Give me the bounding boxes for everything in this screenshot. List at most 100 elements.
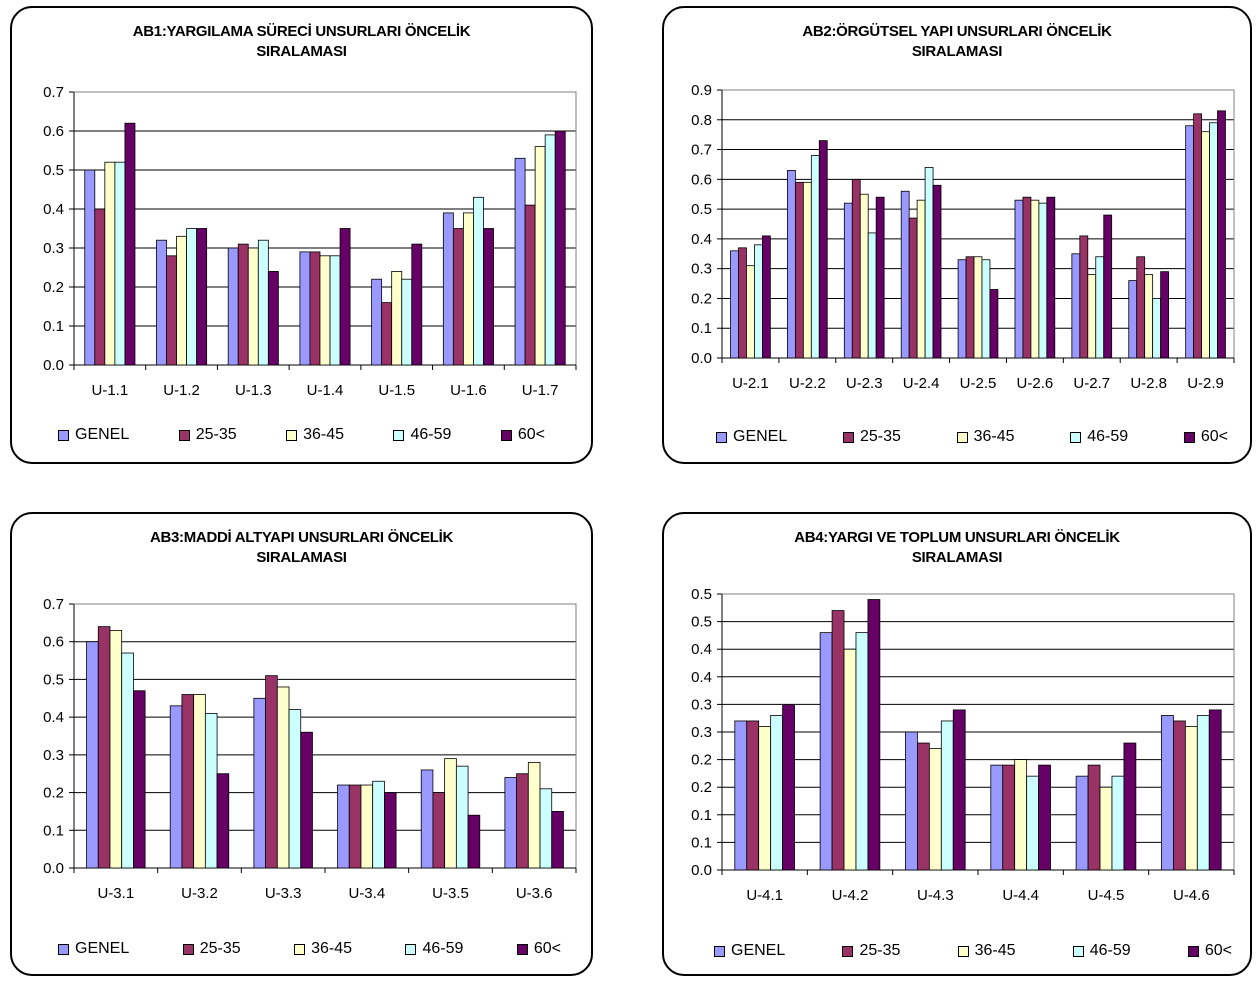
bar	[463, 212, 474, 366]
y-tick-label: 0.5	[691, 201, 712, 218]
legend-label: 46-59	[410, 426, 452, 443]
bar	[1095, 256, 1105, 359]
chart-legend: GENEL 25-35 36-45 46-59 60<	[12, 426, 591, 444]
legend-swatch	[714, 945, 725, 957]
bar	[1161, 715, 1174, 871]
bar	[483, 228, 494, 366]
legend-label: 46-59	[1089, 942, 1131, 959]
legend-swatch	[58, 943, 69, 955]
legend-item: 25-35	[178, 426, 237, 444]
legend-item: 25-35	[842, 428, 901, 446]
legend-label: GENEL	[733, 428, 788, 445]
bar	[794, 181, 804, 359]
bar	[216, 773, 230, 869]
x-tick-label: U-2.5	[960, 375, 997, 392]
bar	[94, 208, 106, 366]
y-tick-label: 0.1	[691, 807, 712, 824]
bar	[539, 788, 553, 869]
chart-plot: 0.0 0.1 0.1 0.2 0.2 0.3 0.3 0.4 0.4 0.5 0.5 U-4.1 U-…	[691, 586, 1235, 904]
bar	[867, 599, 881, 871]
x-tick-label: U-1.5	[378, 382, 415, 399]
bar	[770, 715, 783, 871]
y-tick-label: 0.3	[691, 724, 712, 741]
chart-panel-ab3: AB3:MADDİ ALTYAPI UNSURLARI ÖNCELİK SIRA…	[10, 512, 593, 976]
y-tick-label: 0.6	[43, 634, 64, 651]
legend-item: 36-45	[956, 428, 1015, 446]
bar	[247, 247, 259, 366]
bar	[1196, 715, 1210, 871]
bar	[924, 167, 934, 359]
bar	[859, 193, 869, 359]
bar	[452, 228, 464, 366]
chart-title-line1: AB3:MADDİ ALTYAPI UNSURLARI ÖNCELİK	[149, 529, 454, 546]
bar	[989, 289, 999, 359]
x-tick-label: U-2.4	[903, 375, 940, 392]
bar	[831, 610, 845, 871]
legend-item: 46-59	[393, 426, 451, 444]
x-tick-label: U-2.9	[1187, 375, 1224, 392]
bar	[1128, 280, 1138, 359]
bar	[121, 652, 134, 869]
legend-swatch	[178, 429, 190, 441]
x-tick-label: U-3.5	[432, 885, 469, 902]
y-tick-label: 0.4	[691, 231, 712, 248]
x-tick-label: U-1.2	[163, 382, 200, 399]
bar	[819, 632, 833, 871]
y-tick-label: 0.0	[43, 860, 64, 877]
y-tick-label: 0.2	[43, 279, 64, 296]
x-tick-label: U-4.5	[1088, 887, 1125, 904]
bar	[916, 199, 926, 359]
x-tick-label: U-3.6	[516, 885, 553, 902]
x-tick-label: U-3.3	[265, 885, 302, 902]
bar	[227, 247, 239, 366]
bar	[782, 703, 795, 871]
legend-item: 36-45	[294, 940, 352, 958]
bar	[384, 792, 397, 869]
bar	[420, 769, 434, 869]
y-tick-label: 0.7	[43, 596, 64, 613]
legend-label: 25-35	[859, 942, 901, 959]
bar	[391, 270, 403, 366]
bar	[810, 155, 820, 359]
y-tick-label: 0.4	[43, 709, 64, 726]
bar	[730, 250, 739, 359]
legend-swatch	[1070, 431, 1082, 443]
legend-item: 46-59	[1070, 428, 1128, 446]
bar	[754, 244, 763, 359]
legend-label: 60<	[1204, 942, 1232, 959]
bar	[288, 709, 302, 869]
bar	[1022, 196, 1032, 359]
bar	[196, 228, 208, 366]
y-tick-label: 0.9	[691, 82, 712, 99]
legend-label: 25-35	[859, 428, 901, 445]
bar	[84, 169, 96, 366]
bar	[360, 784, 374, 869]
chart-panel-ab1: AB1:YARGILAMA SÜRECİ UNSURLARI ÖNCELİK S…	[10, 6, 593, 464]
bar	[1014, 199, 1024, 359]
legend-item: GENEL	[58, 940, 129, 958]
bar	[908, 217, 918, 359]
bar	[1209, 122, 1218, 359]
bar	[981, 259, 991, 359]
bar	[1002, 764, 1016, 871]
x-tick-label: U-2.3	[846, 375, 883, 392]
bar	[1111, 775, 1125, 871]
x-tick-label: U-2.7	[1073, 375, 1110, 392]
bar	[176, 235, 187, 366]
bar	[1160, 271, 1169, 359]
bar	[97, 626, 111, 869]
x-tick-label: U-2.8	[1130, 375, 1167, 392]
bar	[257, 239, 269, 366]
x-tick-label: U-2.1	[732, 375, 769, 392]
bar	[534, 146, 546, 366]
legend-label: 36-45	[973, 428, 1015, 445]
bar	[524, 204, 536, 366]
bar	[411, 243, 423, 366]
legend-swatch	[716, 431, 727, 443]
chart-legend: GENEL 25-35 36-45 46-59 60<	[12, 940, 591, 958]
legend-item: 60<	[516, 940, 561, 958]
legend-item: 36-45	[286, 426, 344, 444]
legend-label: 25-35	[195, 426, 237, 443]
bar	[442, 212, 454, 366]
y-tick-label: 0.1	[691, 834, 712, 851]
